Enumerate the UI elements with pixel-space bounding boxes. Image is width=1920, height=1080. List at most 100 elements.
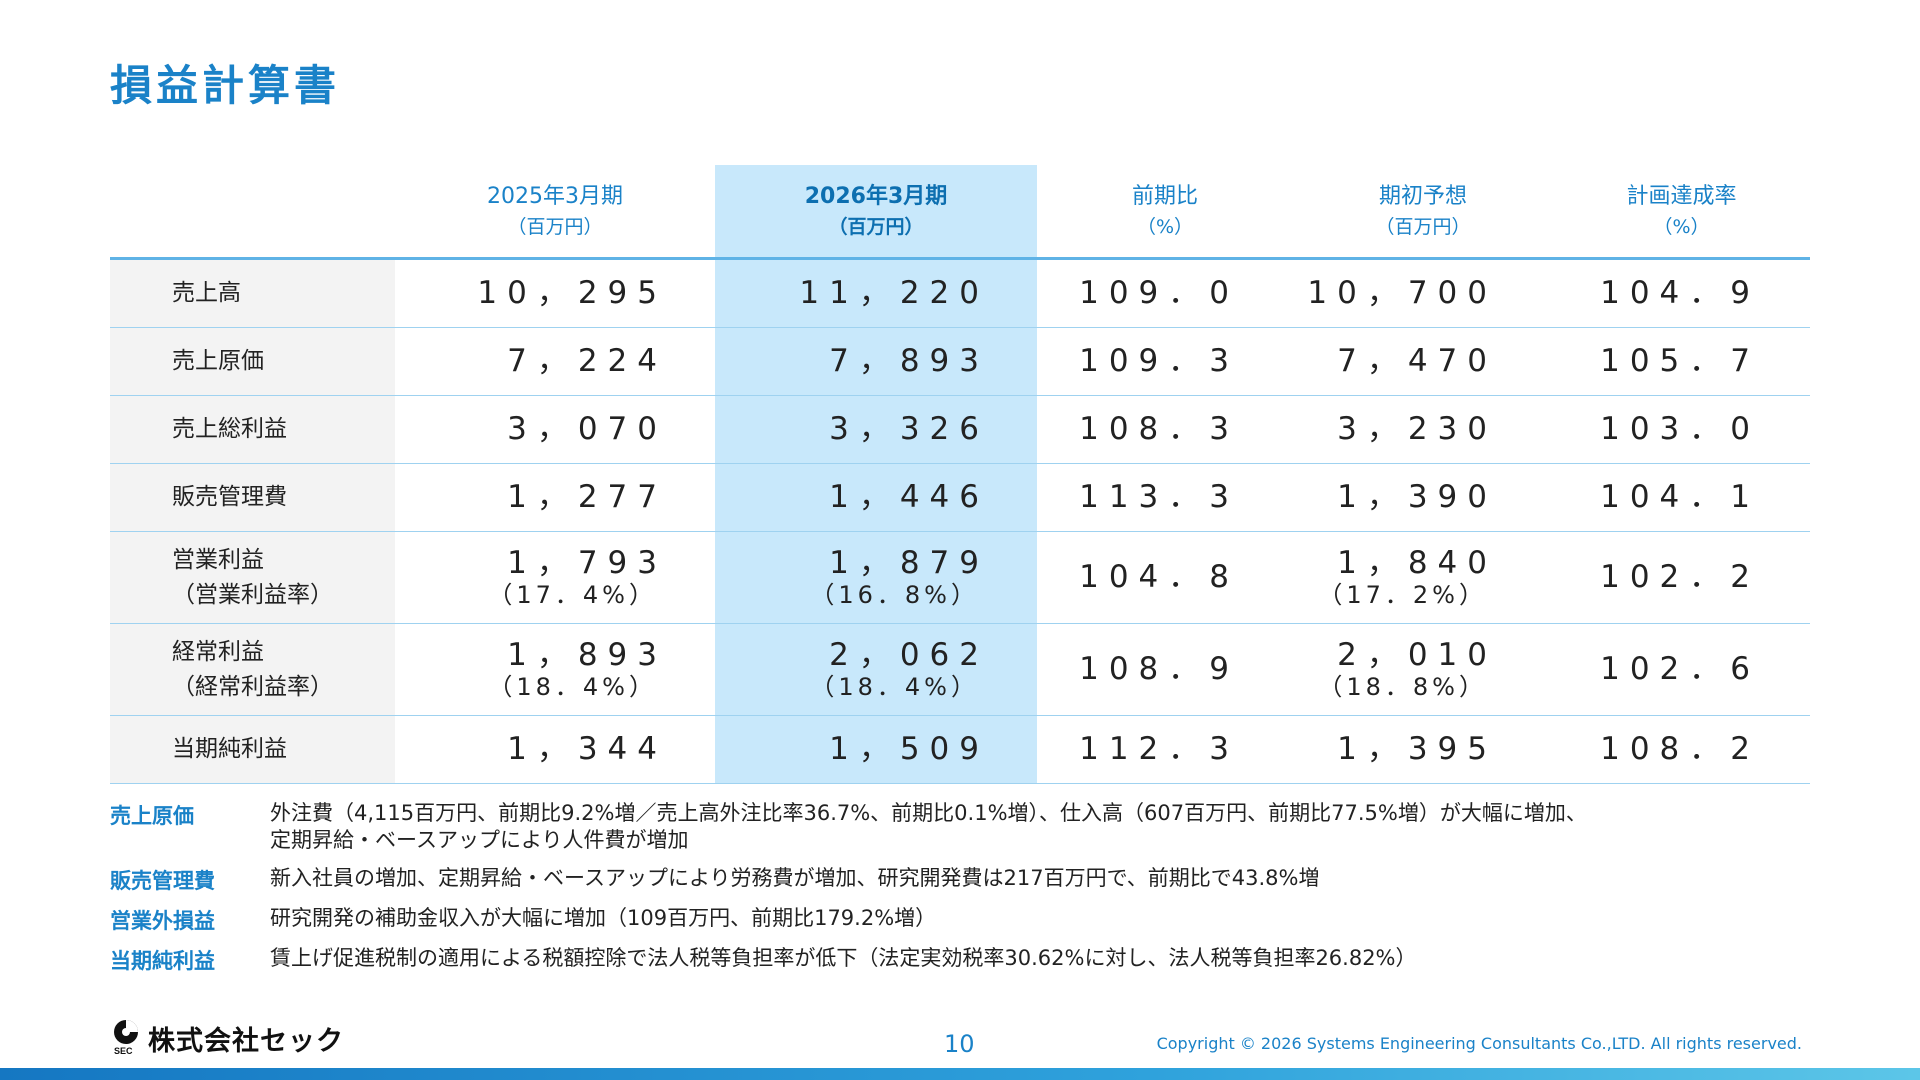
- cell-forecast: 1，840 （17．2%）: [1293, 531, 1553, 624]
- cell-value: 113．3: [1079, 478, 1239, 515]
- header-label: 計画達成率: [1626, 184, 1737, 210]
- cell-ratio: （16．8%）: [810, 580, 979, 609]
- cell-achievement: 104．9: [1553, 258, 1810, 328]
- cell-fy2026: 7，893: [715, 327, 1037, 396]
- company-logo: SEC 株式会社セック: [112, 1018, 344, 1058]
- cell-value: 3，326: [829, 410, 989, 447]
- cell-fy2026: 3，326: [715, 395, 1037, 464]
- cell-yoy: 108．9: [1037, 623, 1293, 716]
- note-net-income: 当期純利益 賃上げ促進税制の適用による税額控除で法人税等負担率が低下（法定実効税…: [110, 945, 1830, 975]
- cell-fy2025: 3，070: [395, 395, 715, 464]
- header-unit: （百万円）: [507, 216, 603, 239]
- row-sublabel-text: （経常利益率）: [172, 673, 333, 700]
- cell-fy2026: 1，446: [715, 463, 1037, 532]
- header-blank: [110, 165, 395, 260]
- note-line: 賃上げ促進税制の適用による税額控除で法人税等負担率が低下（法定実効税率30.62…: [270, 945, 1417, 970]
- cell-achievement: 102．6: [1553, 623, 1810, 716]
- logo-sub-text: SEC: [114, 1046, 133, 1056]
- cell-fy2025: 1，277: [395, 463, 715, 532]
- note-label: 売上原価: [110, 804, 194, 828]
- cell-value: 3，070: [507, 410, 667, 447]
- page-title: 損益計算書: [110, 61, 341, 110]
- cell-value: 108．3: [1079, 410, 1239, 447]
- cell-value: 7，224: [507, 342, 667, 379]
- logo-text: 株式会社セック: [148, 1025, 344, 1057]
- note-line: 研究開発の補助金収入が大幅に増加（109百万円、前期比179.2%増）: [270, 905, 937, 930]
- page-number: 10: [944, 1030, 975, 1058]
- cell-value: 112．3: [1079, 730, 1239, 767]
- header-label: 2026年3月期: [804, 184, 948, 210]
- cell-value: 1，446: [829, 478, 989, 515]
- cell-ratio: （17．2%）: [1318, 580, 1487, 609]
- cell-fy2025: 1，344: [395, 715, 715, 784]
- note-line: 定期昇給・ベースアップにより人件費が増加: [270, 828, 689, 853]
- cell-value: 104．9: [1600, 274, 1760, 311]
- note-text: 研究開発の補助金収入が大幅に増加（109百万円、前期比179.2%増）: [270, 905, 936, 935]
- cell-fy2026: 1，509: [715, 715, 1037, 784]
- row-label-text: 営業利益: [172, 547, 264, 573]
- cell-value: 108．9: [1079, 650, 1239, 687]
- notes-section: 売上原価 外注費（4,115百万円、前期比9.2%増／売上高外注比率36.7%、…: [110, 800, 1830, 985]
- note-line: 新入社員の増加、定期昇給・ベースアップにより労務費が増加、研究開発費は217百万…: [270, 865, 1320, 890]
- cell-yoy: 108．3: [1037, 395, 1293, 464]
- table-row-operating-profit: 営業利益 （営業利益率） 1，793 （17．4%） 1，879 （16．8%） 1…: [110, 531, 1810, 624]
- row-label-text: 売上高: [172, 280, 241, 307]
- cell-yoy: 109．0: [1037, 258, 1293, 328]
- note-text: 新入社員の増加、定期昇給・ベースアップにより労務費が増加、研究開発費は217百万…: [270, 865, 1319, 895]
- cell-value: 108．2: [1600, 730, 1760, 767]
- row-label-text: 販売管理費: [172, 484, 287, 511]
- cell-value: 1，793: [507, 544, 667, 581]
- cell-value: 1，395: [1337, 730, 1497, 767]
- cell-yoy: 109．3: [1037, 327, 1293, 396]
- cell-forecast: 10，700: [1293, 258, 1553, 328]
- cell-ratio: （18．8%）: [1318, 672, 1487, 701]
- note-line: 外注費（4,115百万円、前期比9.2%増／売上高外注比率36.7%、前期比0.…: [270, 801, 1587, 825]
- note-text: 外注費（4,115百万円、前期比9.2%増／売上高外注比率36.7%、前期比0.…: [270, 800, 1587, 855]
- cell-forecast: 1，390: [1293, 463, 1553, 532]
- income-statement-table-wrap: 2025年3月期 （百万円） 2026年3月期 （百万円） 前期比 （%） 期初…: [110, 165, 1810, 784]
- cell-value: 2，010: [1337, 636, 1497, 673]
- sec-logo-icon: SEC: [112, 1018, 142, 1058]
- row-label: 売上高: [110, 258, 395, 328]
- table-row-cost-of-sales: 売上原価 7，224 7，893 109．3 7，470 105．7: [110, 327, 1810, 396]
- note-label: 営業外損益: [110, 908, 215, 933]
- cell-value: 102．6: [1600, 650, 1760, 687]
- header-achievement: 計画達成率 （%）: [1553, 165, 1810, 260]
- cell-yoy: 113．3: [1037, 463, 1293, 532]
- table-row-net-income: 当期純利益 1，344 1，509 112．3 1，395 108．2: [110, 715, 1810, 784]
- table-row-ordinary-profit: 経常利益 （経常利益率） 1，893 （18．4%） 2，062 （18．4%） 1…: [110, 623, 1810, 716]
- cell-value: 11，220: [799, 274, 989, 311]
- cell-value: 102．2: [1600, 558, 1760, 595]
- header-label: 前期比: [1131, 184, 1198, 210]
- row-label: 経常利益 （経常利益率）: [110, 623, 395, 716]
- cell-fy2025: 7，224: [395, 327, 715, 396]
- cell-value: 103．0: [1600, 410, 1760, 447]
- cell-value: 1，390: [1337, 478, 1497, 515]
- cell-achievement: 104．1: [1553, 463, 1810, 532]
- cell-value: 10，700: [1307, 274, 1497, 311]
- table-row-net-sales: 売上高 10，295 11，220 109．0 10，700 104．9: [110, 258, 1810, 328]
- table-row-sga: 販売管理費 1，277 1，446 113．3 1，390 104．1: [110, 463, 1810, 532]
- cell-forecast: 7，470: [1293, 327, 1553, 396]
- cell-fy2025: 1，793 （17．4%）: [395, 531, 715, 624]
- note-sga: 販売管理費 新入社員の増加、定期昇給・ベースアップにより労務費が増加、研究開発費…: [110, 865, 1830, 895]
- cell-achievement: 105．7: [1553, 327, 1810, 396]
- cell-value: 1，509: [829, 730, 989, 767]
- cell-forecast: 3，230: [1293, 395, 1553, 464]
- note-text: 賃上げ促進税制の適用による税額控除で法人税等負担率が低下（法定実効税率30.62…: [270, 945, 1417, 975]
- row-label: 売上原価: [110, 327, 395, 396]
- header-yoy: 前期比 （%）: [1037, 165, 1293, 260]
- note-label: 販売管理費: [110, 868, 215, 893]
- header-unit: （%）: [1653, 216, 1710, 239]
- cell-achievement: 103．0: [1553, 395, 1810, 464]
- header-label: 期初予想: [1378, 184, 1467, 210]
- cell-fy2026: 1，879 （16．8%）: [715, 531, 1037, 624]
- cell-value: 7，893: [829, 342, 989, 379]
- cell-ratio: （18．4%）: [488, 672, 657, 701]
- cell-ratio: （18．4%）: [810, 672, 979, 701]
- note-cost-of-sales: 売上原価 外注費（4,115百万円、前期比9.2%増／売上高外注比率36.7%、…: [110, 800, 1830, 855]
- copyright-text: Copyright © 2026 Systems Engineering Con…: [1156, 1034, 1802, 1053]
- cell-value: 1，344: [507, 730, 667, 767]
- cell-achievement: 102．2: [1553, 531, 1810, 624]
- header-unit: （百万円）: [1375, 216, 1471, 239]
